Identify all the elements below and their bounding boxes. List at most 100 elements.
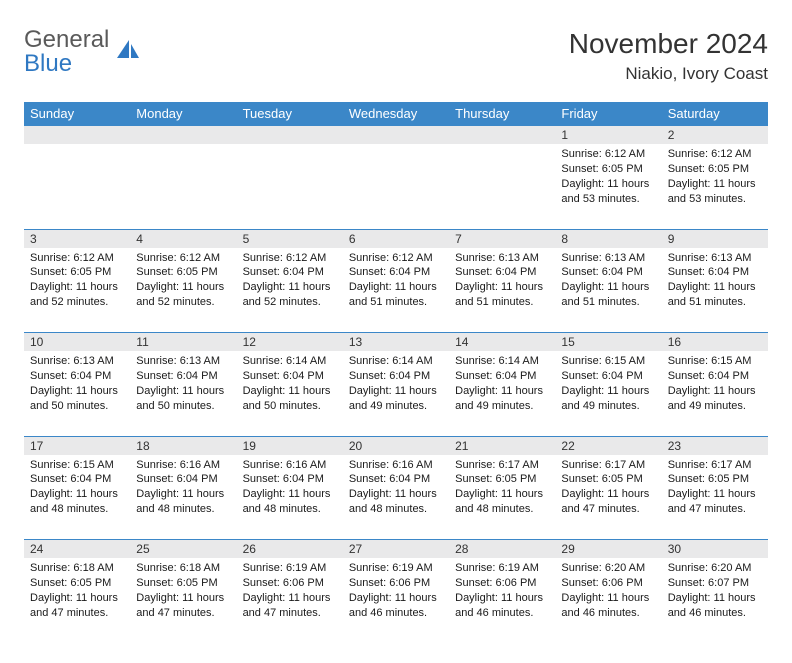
- day-info-sr: Sunrise: 6:19 AM: [455, 561, 549, 576]
- day-info-ss: Sunset: 6:06 PM: [455, 576, 549, 591]
- day-cell: Sunrise: 6:20 AMSunset: 6:07 PMDaylight:…: [662, 558, 768, 643]
- dayname: Tuesday: [237, 102, 343, 126]
- day-info-d2: and 49 minutes.: [668, 399, 762, 414]
- day-cell: Sunrise: 6:19 AMSunset: 6:06 PMDaylight:…: [237, 558, 343, 643]
- day-number: 25: [130, 540, 236, 559]
- day-info-d2: and 48 minutes.: [136, 502, 230, 517]
- day-info-sr: Sunrise: 6:18 AM: [30, 561, 124, 576]
- day-info-sr: Sunrise: 6:12 AM: [30, 251, 124, 266]
- day-info-ss: Sunset: 6:04 PM: [561, 265, 655, 280]
- day-info-d2: and 48 minutes.: [30, 502, 124, 517]
- day-info-sr: Sunrise: 6:19 AM: [349, 561, 443, 576]
- day-info-d1: Daylight: 11 hours: [561, 384, 655, 399]
- day-info-sr: Sunrise: 6:17 AM: [561, 458, 655, 473]
- day-info-sr: Sunrise: 6:12 AM: [561, 147, 655, 162]
- day-number: 3: [24, 229, 130, 248]
- day-number: 28: [449, 540, 555, 559]
- dayname: Thursday: [449, 102, 555, 126]
- day-info-ss: Sunset: 6:05 PM: [30, 265, 124, 280]
- day-cell: [343, 144, 449, 229]
- day-info-ss: Sunset: 6:04 PM: [243, 472, 337, 487]
- day-cell: Sunrise: 6:12 AMSunset: 6:05 PMDaylight:…: [662, 144, 768, 229]
- day-info-d1: Daylight: 11 hours: [243, 384, 337, 399]
- day-info-ss: Sunset: 6:04 PM: [561, 369, 655, 384]
- day-number: 14: [449, 333, 555, 352]
- day-info-ss: Sunset: 6:04 PM: [136, 369, 230, 384]
- day-info-d1: Daylight: 11 hours: [561, 280, 655, 295]
- day-number: 20: [343, 436, 449, 455]
- day-cell: Sunrise: 6:13 AMSunset: 6:04 PMDaylight:…: [24, 351, 130, 436]
- day-info-sr: Sunrise: 6:17 AM: [668, 458, 762, 473]
- day-info-d1: Daylight: 11 hours: [561, 591, 655, 606]
- daynum-row: 17181920212223: [24, 436, 768, 455]
- day-info-d1: Daylight: 11 hours: [455, 384, 549, 399]
- day-info-d1: Daylight: 11 hours: [455, 280, 549, 295]
- day-info-ss: Sunset: 6:04 PM: [349, 265, 443, 280]
- day-number: 21: [449, 436, 555, 455]
- day-cell: Sunrise: 6:12 AMSunset: 6:04 PMDaylight:…: [343, 248, 449, 333]
- month-title: November 2024: [569, 28, 768, 60]
- brand-logo: General Blue: [24, 28, 141, 76]
- day-info-ss: Sunset: 6:06 PM: [561, 576, 655, 591]
- day-info-ss: Sunset: 6:06 PM: [243, 576, 337, 591]
- day-info-d1: Daylight: 11 hours: [349, 487, 443, 502]
- day-info-sr: Sunrise: 6:17 AM: [455, 458, 549, 473]
- day-cell: Sunrise: 6:15 AMSunset: 6:04 PMDaylight:…: [555, 351, 661, 436]
- day-info-d2: and 47 minutes.: [561, 502, 655, 517]
- brand-line1: General: [24, 28, 109, 52]
- dayname: Sunday: [24, 102, 130, 126]
- day-info-sr: Sunrise: 6:14 AM: [455, 354, 549, 369]
- day-cell: [449, 144, 555, 229]
- day-number: 2: [662, 126, 768, 145]
- day-info-sr: Sunrise: 6:13 AM: [668, 251, 762, 266]
- day-info-d1: Daylight: 11 hours: [561, 487, 655, 502]
- day-info-ss: Sunset: 6:05 PM: [561, 472, 655, 487]
- day-info-d2: and 52 minutes.: [30, 295, 124, 310]
- day-info-ss: Sunset: 6:05 PM: [561, 162, 655, 177]
- dayname: Wednesday: [343, 102, 449, 126]
- day-info-d1: Daylight: 11 hours: [668, 591, 762, 606]
- day-info-d1: Daylight: 11 hours: [455, 591, 549, 606]
- day-number: 17: [24, 436, 130, 455]
- calendar-table: Sunday Monday Tuesday Wednesday Thursday…: [24, 102, 768, 643]
- day-info-d2: and 51 minutes.: [668, 295, 762, 310]
- day-info-ss: Sunset: 6:04 PM: [243, 369, 337, 384]
- day-info-d2: and 48 minutes.: [243, 502, 337, 517]
- day-info-ss: Sunset: 6:04 PM: [668, 265, 762, 280]
- day-info-ss: Sunset: 6:04 PM: [243, 265, 337, 280]
- day-info-ss: Sunset: 6:04 PM: [349, 472, 443, 487]
- day-info-d2: and 47 minutes.: [136, 606, 230, 621]
- day-info-sr: Sunrise: 6:14 AM: [243, 354, 337, 369]
- day-info-d2: and 46 minutes.: [349, 606, 443, 621]
- day-cell: Sunrise: 6:16 AMSunset: 6:04 PMDaylight:…: [130, 455, 236, 540]
- day-cell: [24, 144, 130, 229]
- day-number: 5: [237, 229, 343, 248]
- day-info-d1: Daylight: 11 hours: [668, 384, 762, 399]
- day-info-d2: and 53 minutes.: [668, 192, 762, 207]
- day-info-d2: and 48 minutes.: [455, 502, 549, 517]
- week-row: Sunrise: 6:12 AMSunset: 6:05 PMDaylight:…: [24, 248, 768, 333]
- day-info-sr: Sunrise: 6:12 AM: [243, 251, 337, 266]
- day-info-d2: and 51 minutes.: [561, 295, 655, 310]
- day-info-ss: Sunset: 6:05 PM: [668, 472, 762, 487]
- day-number: 1: [555, 126, 661, 145]
- day-info-d1: Daylight: 11 hours: [349, 384, 443, 399]
- day-cell: Sunrise: 6:18 AMSunset: 6:05 PMDaylight:…: [24, 558, 130, 643]
- day-number: 7: [449, 229, 555, 248]
- day-cell: Sunrise: 6:12 AMSunset: 6:05 PMDaylight:…: [24, 248, 130, 333]
- daynum-row: 12: [24, 126, 768, 145]
- location: Niakio, Ivory Coast: [569, 64, 768, 84]
- day-cell: Sunrise: 6:17 AMSunset: 6:05 PMDaylight:…: [662, 455, 768, 540]
- dayname-row: Sunday Monday Tuesday Wednesday Thursday…: [24, 102, 768, 126]
- day-number: 19: [237, 436, 343, 455]
- day-info-sr: Sunrise: 6:16 AM: [349, 458, 443, 473]
- day-info-ss: Sunset: 6:04 PM: [136, 472, 230, 487]
- day-cell: [130, 144, 236, 229]
- day-number: 9: [662, 229, 768, 248]
- day-info-d1: Daylight: 11 hours: [349, 591, 443, 606]
- week-row: Sunrise: 6:15 AMSunset: 6:04 PMDaylight:…: [24, 455, 768, 540]
- day-number: 16: [662, 333, 768, 352]
- day-info-d2: and 50 minutes.: [243, 399, 337, 414]
- day-info-d2: and 46 minutes.: [561, 606, 655, 621]
- day-info-d1: Daylight: 11 hours: [136, 591, 230, 606]
